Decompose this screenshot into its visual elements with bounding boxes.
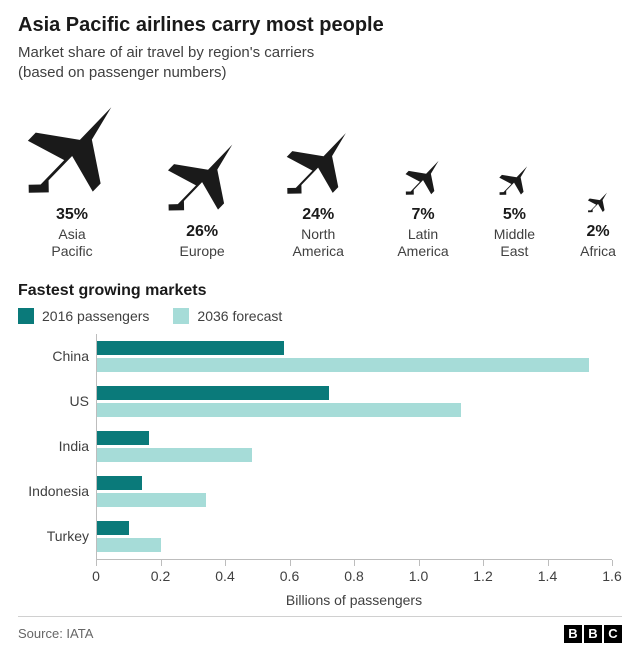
x-tick-label: 1.2 bbox=[473, 568, 492, 584]
plane-icon bbox=[498, 164, 530, 196]
legend-item: 2036 forecast bbox=[173, 308, 282, 324]
category-label: India bbox=[19, 438, 89, 454]
bar-row: Indonesia bbox=[97, 469, 612, 514]
bar-2036 bbox=[97, 493, 206, 507]
x-tick-label: 0.8 bbox=[344, 568, 363, 584]
x-tick bbox=[419, 560, 420, 566]
region-item: 2% Africa bbox=[580, 113, 616, 260]
region-percent: 24% bbox=[302, 206, 334, 224]
region-label: Europe bbox=[180, 243, 225, 260]
plane-icon bbox=[587, 191, 609, 213]
legend-label: 2016 passengers bbox=[42, 308, 149, 324]
plane-pictogram bbox=[284, 96, 352, 196]
plane-icon bbox=[284, 128, 352, 196]
region-label: AsiaPacific bbox=[51, 226, 92, 260]
region-percent: 5% bbox=[503, 206, 526, 224]
bar-row: China bbox=[97, 334, 612, 379]
bar-2016 bbox=[97, 431, 149, 445]
bar-2036 bbox=[97, 358, 589, 372]
bar-2036 bbox=[97, 403, 461, 417]
bbc-logo: BBC bbox=[564, 625, 622, 643]
x-tick bbox=[290, 560, 291, 566]
category-label: US bbox=[19, 393, 89, 409]
category-label: Indonesia bbox=[19, 483, 89, 499]
x-tick bbox=[354, 560, 355, 566]
region-label: MiddleEast bbox=[494, 226, 535, 260]
bar-2016 bbox=[97, 476, 142, 490]
bar-row: Turkey bbox=[97, 514, 612, 559]
bar-2036 bbox=[97, 538, 161, 552]
page-title: Asia Pacific airlines carry most people bbox=[18, 14, 622, 37]
bar-2036 bbox=[97, 448, 252, 462]
bar-2016 bbox=[97, 521, 129, 535]
x-tick-label: 1.0 bbox=[409, 568, 428, 584]
bbc-logo-block: C bbox=[604, 625, 622, 643]
source-text: Source: IATA bbox=[18, 626, 93, 641]
plane-pictogram bbox=[404, 96, 442, 196]
bar-2016 bbox=[97, 341, 284, 355]
region-label: NorthAmerica bbox=[293, 226, 344, 260]
legend-item: 2016 passengers bbox=[18, 308, 149, 324]
legend-label: 2036 forecast bbox=[197, 308, 282, 324]
region-item: 35% AsiaPacific bbox=[24, 96, 120, 260]
plane-pictogram bbox=[498, 96, 530, 196]
page-subtitle: Market share of air travel by region's c… bbox=[18, 43, 622, 82]
x-tick bbox=[225, 560, 226, 566]
bar-row: India bbox=[97, 424, 612, 469]
bar-2016 bbox=[97, 386, 329, 400]
legend-swatch bbox=[173, 308, 189, 324]
bar-row: US bbox=[97, 379, 612, 424]
x-tick bbox=[612, 560, 613, 566]
region-item: 7% LatinAmerica bbox=[397, 96, 448, 260]
plane-icon bbox=[24, 100, 120, 196]
legend-swatch bbox=[18, 308, 34, 324]
chart-legend: 2016 passengers 2036 forecast bbox=[18, 308, 622, 324]
region-percent: 35% bbox=[56, 206, 88, 224]
plane-pictogram bbox=[24, 96, 120, 196]
region-percent: 2% bbox=[586, 223, 609, 241]
x-tick bbox=[96, 560, 97, 566]
x-tick-label: 1.4 bbox=[538, 568, 557, 584]
x-tick bbox=[161, 560, 162, 566]
bbc-logo-block: B bbox=[584, 625, 602, 643]
region-item: 24% NorthAmerica bbox=[284, 96, 352, 260]
plane-icon bbox=[165, 139, 239, 213]
category-label: Turkey bbox=[19, 528, 89, 544]
region-percent: 7% bbox=[411, 206, 434, 224]
region-percent: 26% bbox=[186, 223, 218, 241]
bar-section-title: Fastest growing markets bbox=[18, 282, 622, 300]
x-axis-label: Billions of passengers bbox=[96, 592, 612, 608]
growth-bar-chart: China US India Indonesia Turkey 00.20.40… bbox=[96, 334, 612, 608]
region-item: 5% MiddleEast bbox=[494, 96, 535, 260]
x-tick-label: 1.6 bbox=[602, 568, 621, 584]
category-label: China bbox=[19, 348, 89, 364]
region-label: Africa bbox=[580, 243, 616, 260]
bbc-logo-block: B bbox=[564, 625, 582, 643]
x-tick bbox=[548, 560, 549, 566]
x-tick-label: 0.6 bbox=[280, 568, 299, 584]
region-pictograms: 35% AsiaPacific 26% Europe 24% NorthAmer… bbox=[18, 96, 622, 276]
plane-pictogram bbox=[587, 113, 609, 213]
x-tick-label: 0.2 bbox=[151, 568, 170, 584]
plane-icon bbox=[404, 158, 442, 196]
region-item: 26% Europe bbox=[165, 113, 239, 260]
x-tick-label: 0 bbox=[92, 568, 100, 584]
x-tick-label: 0.4 bbox=[215, 568, 234, 584]
x-tick bbox=[483, 560, 484, 566]
plane-pictogram bbox=[165, 113, 239, 213]
region-label: LatinAmerica bbox=[397, 226, 448, 260]
